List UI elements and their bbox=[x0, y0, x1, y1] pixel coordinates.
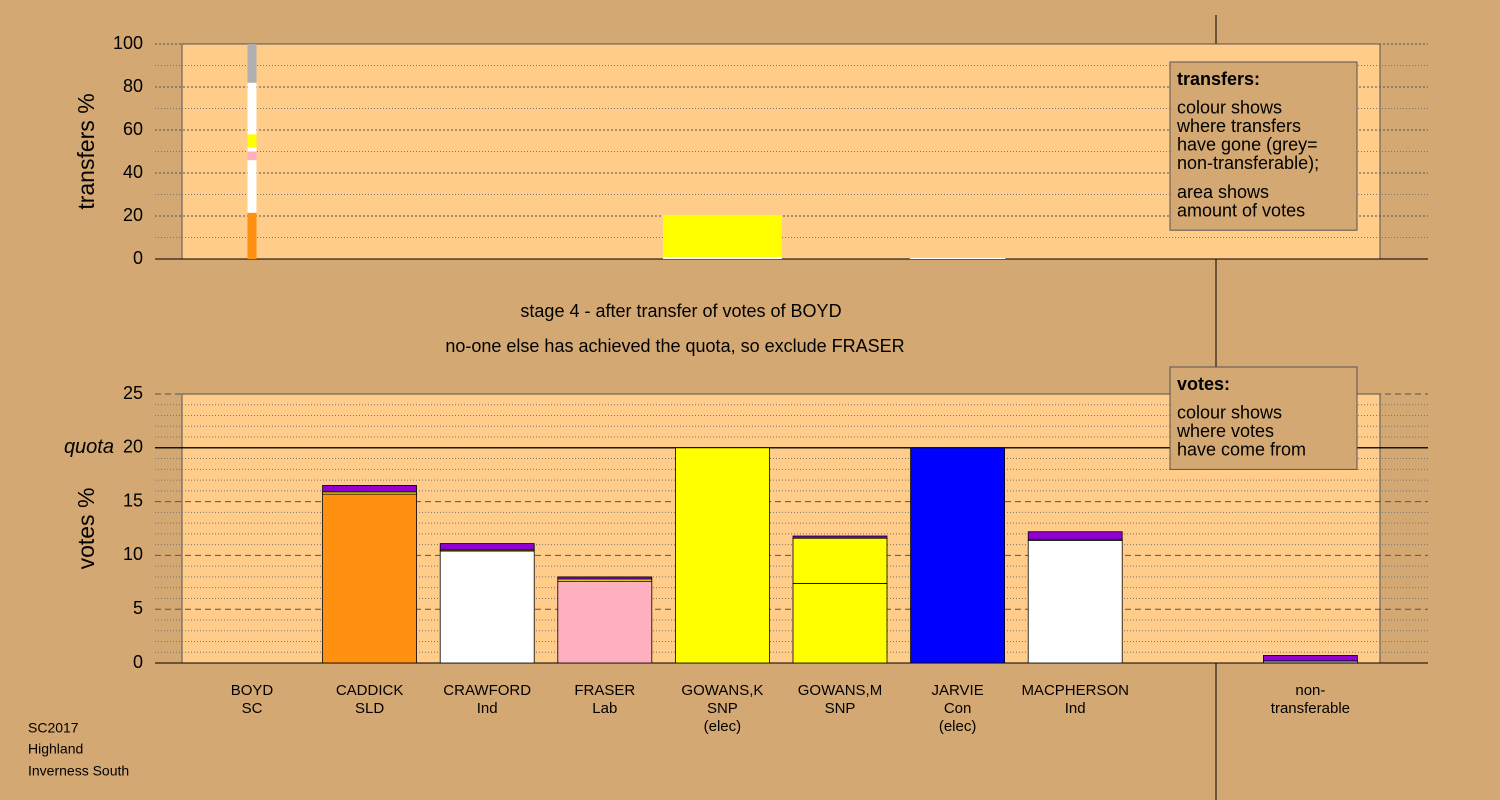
legend-text: amount of votes bbox=[1177, 200, 1305, 220]
y-tick-label: 20 bbox=[123, 205, 143, 225]
y-tick-label: 20 bbox=[123, 437, 143, 457]
x-tick-label: Ind bbox=[1065, 700, 1086, 717]
x-tick-label: MACPHERSON bbox=[1021, 682, 1129, 699]
legend-box bbox=[1169, 61, 1358, 231]
bar-segment bbox=[322, 485, 418, 493]
x-tick-label: SNP bbox=[707, 700, 738, 717]
bar-segment bbox=[1027, 531, 1123, 540]
legend-text: where votes bbox=[1176, 421, 1274, 441]
legend-box bbox=[1169, 366, 1358, 470]
x-tick-label: Lab bbox=[592, 700, 617, 717]
transfer-segment bbox=[247, 44, 257, 83]
caption: stage 4 - after transfer of votes of BOY… bbox=[520, 301, 841, 321]
y-tick-label: 100 bbox=[113, 33, 143, 53]
legend-title: transfers: bbox=[1177, 69, 1260, 89]
legend-text: colour shows bbox=[1177, 97, 1282, 117]
bar-segment bbox=[1027, 539, 1123, 664]
x-tick-label: transferable bbox=[1271, 700, 1350, 717]
transfer-segment bbox=[663, 256, 782, 259]
bar-segment bbox=[792, 535, 888, 539]
bar-segment bbox=[439, 550, 535, 664]
transfer-segment bbox=[247, 134, 257, 148]
footer: Inverness South bbox=[28, 763, 129, 779]
bar-segment bbox=[792, 537, 888, 584]
bar-segment bbox=[910, 447, 1005, 664]
x-tick-label: Ind bbox=[477, 700, 498, 717]
y-tick-label: 5 bbox=[133, 598, 143, 618]
x-tick-label: (elec) bbox=[704, 718, 742, 735]
bar-segment bbox=[557, 576, 653, 580]
x-tick-label: GOWANS,K bbox=[681, 682, 763, 699]
y-tick-label: 15 bbox=[123, 490, 143, 510]
transfer-segment bbox=[663, 214, 782, 257]
transfer-segment bbox=[247, 160, 257, 213]
legend-text: where transfers bbox=[1176, 116, 1301, 136]
y-axis-label: votes % bbox=[73, 488, 99, 570]
x-tick-label: (elec) bbox=[939, 718, 977, 735]
bar-segment bbox=[439, 543, 535, 551]
transfer-segment bbox=[247, 151, 257, 161]
y-tick-label: 0 bbox=[133, 652, 143, 672]
x-tick-label: non- bbox=[1295, 682, 1325, 699]
y-tick-label: 0 bbox=[133, 248, 143, 268]
footer: SC2017 bbox=[28, 720, 79, 736]
caption: no-one else has achieved the quota, so e… bbox=[445, 336, 904, 356]
y-tick-label: 10 bbox=[123, 544, 143, 564]
legend-text: have gone (grey= bbox=[1177, 135, 1318, 155]
y-tick-label: 25 bbox=[123, 383, 143, 403]
quota-label: quota bbox=[64, 436, 114, 458]
y-tick-label: 40 bbox=[123, 162, 143, 182]
legend-text: non-transferable); bbox=[1177, 153, 1319, 173]
legend-text: colour shows bbox=[1177, 402, 1282, 422]
x-tick-label: Con bbox=[944, 700, 972, 717]
x-tick-label: GOWANS,M bbox=[798, 682, 882, 699]
footer: Highland bbox=[28, 741, 83, 757]
bar-segment bbox=[792, 582, 888, 664]
y-axis-label: transfers % bbox=[73, 93, 99, 209]
x-tick-label: FRASER bbox=[574, 682, 635, 699]
bar-segment bbox=[557, 580, 653, 664]
bar-segment bbox=[1263, 655, 1358, 662]
y-tick-label: 60 bbox=[123, 119, 143, 139]
legend-text: area shows bbox=[1177, 182, 1269, 202]
bar-segment bbox=[322, 493, 418, 664]
legend-title: votes: bbox=[1177, 374, 1230, 394]
y-tick-label: 80 bbox=[123, 76, 143, 96]
x-tick-label: BOYD bbox=[231, 682, 274, 699]
transfer-segment bbox=[247, 82, 257, 135]
transfer-segment bbox=[909, 257, 1006, 259]
legend-text: have come from bbox=[1177, 440, 1306, 460]
x-tick-label: JARVIE bbox=[931, 682, 983, 699]
x-tick-label: CRAWFORD bbox=[443, 682, 531, 699]
x-tick-label: CADDICK bbox=[336, 682, 404, 699]
bar-segment bbox=[675, 447, 770, 664]
x-tick-label: SLD bbox=[355, 700, 384, 717]
transfer-segment bbox=[247, 212, 257, 259]
transfer-segment bbox=[247, 147, 257, 152]
x-tick-label: SNP bbox=[825, 700, 856, 717]
x-tick-label: SC bbox=[242, 700, 263, 717]
